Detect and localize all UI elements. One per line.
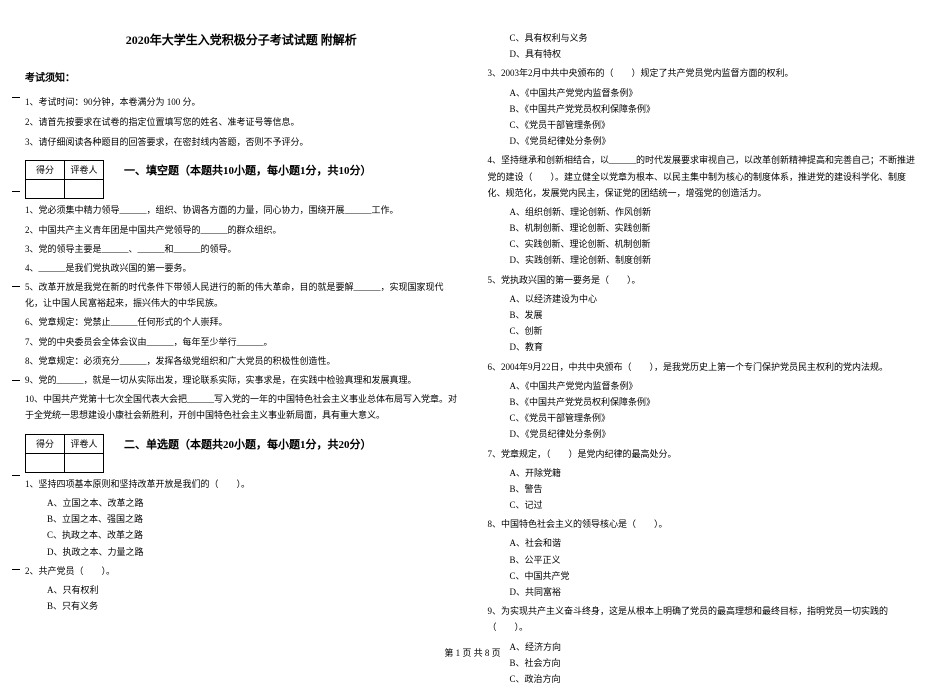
fill-q7: 7、党的中央委员会全体会议由______，每年至少举行______。 [25,334,458,350]
mc-q4-b: B、机制创新、理论创新、实践创新 [510,220,921,236]
notice-heading: 考试须知： [25,70,458,88]
mc-q1-stem: 1、坚持四项基本原则和坚持改革开放是我们的（ ）。 [25,476,458,492]
judge-label: 评卷人 [65,161,104,180]
judge-cell [65,180,104,199]
mc-q1-b: B、立国之本、强国之路 [47,511,458,527]
mc-q5-a: A、以经济建设为中心 [510,291,921,307]
mc-q3-a: A、《中国共产党党内监督条例》 [510,85,921,101]
score-label: 得分 [26,161,65,180]
instruction-1: 1、考试时间：90分钟，本卷满分为 100 分。 [25,94,458,110]
mc-q6-stem: 6、2004年9月22日，中共中央颁布（ ），是我党历史上第一个专门保护党员民主… [488,359,921,375]
mc-q1-d: D、执政之本、力量之路 [47,544,458,560]
mc-q2-a: A、只有权利 [47,582,458,598]
part1-title: 一、填空题（本题共10小题，每小题1分，共10分） [124,160,372,182]
fill-q10: 10、中国共产党第十七次全国代表大会把______写入党的一年的中国特色社会主义… [25,391,458,423]
mc-q7-a: A、开除党籍 [510,465,921,481]
fill-q4: 4、______是我们党执政兴国的第一要务。 [25,260,458,276]
mc-q2-b: B、只有义务 [47,598,458,614]
page-footer: 第 1 页 共 8 页 [0,646,945,659]
mc-q8-c: C、中国共产党 [510,568,921,584]
mc-q2-d: D、具有特权 [510,46,921,62]
fill-q9: 9、党的______，就是一切从实际出发，理论联系实际，实事求是，在实践中检验真… [25,372,458,388]
mc-q4-c: C、实践创新、理论创新、机制创新 [510,236,921,252]
mc-q1-a: A、立国之本、改革之路 [47,495,458,511]
fill-q1: 1、党必须集中精力领导______，组织、协调各方面的力量，同心协力，围绕开展_… [25,202,458,218]
mc-q2-stem: 2、共产党员（ ）。 [25,563,458,579]
mc-q3-stem: 3、2003年2月中共中央颁布的（ ）规定了共产党员党内监督方面的权利。 [488,65,921,81]
mc-q7-b: B、警告 [510,481,921,497]
judge-label-2: 评卷人 [65,434,104,453]
mc-q5-c: C、创新 [510,323,921,339]
mc-q7-stem: 7、党章规定，（ ）是党内纪律的最高处分。 [488,446,921,462]
score-cell [26,180,65,199]
score-table-2: 得分 评卷人 [25,434,104,473]
score-table-1: 得分 评卷人 [25,160,104,199]
mc-q7-c: C、记过 [510,497,921,513]
instruction-2: 2、请首先按要求在试卷的指定位置填写您的姓名、准考证号等信息。 [25,114,458,130]
mc-q3-b: B、《中国共产党党员权利保障条例》 [510,101,921,117]
score-block-2: 得分 评卷人 二、单选题（本题共20小题，每小题1分，共20分） [25,434,458,473]
exam-page: 2020年大学生入党积极分子考试试题 附解析 考试须知： 1、考试时间：90分钟… [0,0,945,697]
mc-q8-a: A、社会和谐 [510,535,921,551]
mc-q4-d: D、实践创新、理论创新、制度创新 [510,252,921,268]
mc-q4-stem: 4、坚持继承和创新相结合，以______的时代发展要求审视自己，以改革创新精神提… [488,152,921,201]
fill-q3: 3、党的领导主要是______、______和______的领导。 [25,241,458,257]
mc-q8-d: D、共同富裕 [510,584,921,600]
fill-q8: 8、党章规定：必须充分______，发挥各级党组织和广大党员的积极性创造性。 [25,353,458,369]
mc-q3-d: D、《党员纪律处分条例》 [510,133,921,149]
mc-q5-d: D、教育 [510,339,921,355]
score-cell-2 [26,453,65,472]
mc-q6-d: D、《党员纪律处分条例》 [510,426,921,442]
score-label-2: 得分 [26,434,65,453]
part2-title: 二、单选题（本题共20小题，每小题1分，共20分） [124,434,372,456]
left-column: 2020年大学生入党积极分子考试试题 附解析 考试须知： 1、考试时间：90分钟… [25,30,458,687]
fill-q6: 6、党章规定：党禁止______任何形式的个人崇拜。 [25,314,458,330]
mc-q8-b: B、公平正义 [510,552,921,568]
mc-q5-stem: 5、党执政兴国的第一要务是（ ）。 [488,272,921,288]
mc-q6-c: C、《党员干部管理条例》 [510,410,921,426]
mc-q4-a: A、组织创新、理论创新、作风创新 [510,204,921,220]
mc-q9-c: C、政治方向 [510,671,921,687]
score-block-1: 得分 评卷人 一、填空题（本题共10小题，每小题1分，共10分） [25,160,458,199]
instruction-3: 3、请仔细阅读各种题目的回答要求，在密封线内答题，否则不予评分。 [25,134,458,150]
fill-q5: 5、改革开放是我党在新的时代条件下带领人民进行的新的伟大革命，目的就是要解___… [25,279,458,311]
mc-q1-c: C、执政之本、改革之路 [47,527,458,543]
mc-q2-c: C、具有权利与义务 [510,30,921,46]
mc-q6-a: A、《中国共产党党内监督条例》 [510,378,921,394]
mc-q9-stem: 9、为实现共产主义奋斗终身，这是从根本上明确了党员的最高理想和最终目标，指明党员… [488,603,921,635]
mc-q3-c: C、《党员干部管理条例》 [510,117,921,133]
mc-q6-b: B、《中国共产党党员权利保障条例》 [510,394,921,410]
fill-q2: 2、中国共产主义青年团是中国共产党领导的______的群众组织。 [25,222,458,238]
binding-marks [12,50,20,617]
mc-q5-b: B、发展 [510,307,921,323]
right-column: C、具有权利与义务 D、具有特权 3、2003年2月中共中央颁布的（ ）规定了共… [488,30,921,687]
mc-q8-stem: 8、中国特色社会主义的领导核心是（ ）。 [488,516,921,532]
exam-title: 2020年大学生入党积极分子考试试题 附解析 [25,30,458,52]
judge-cell-2 [65,453,104,472]
